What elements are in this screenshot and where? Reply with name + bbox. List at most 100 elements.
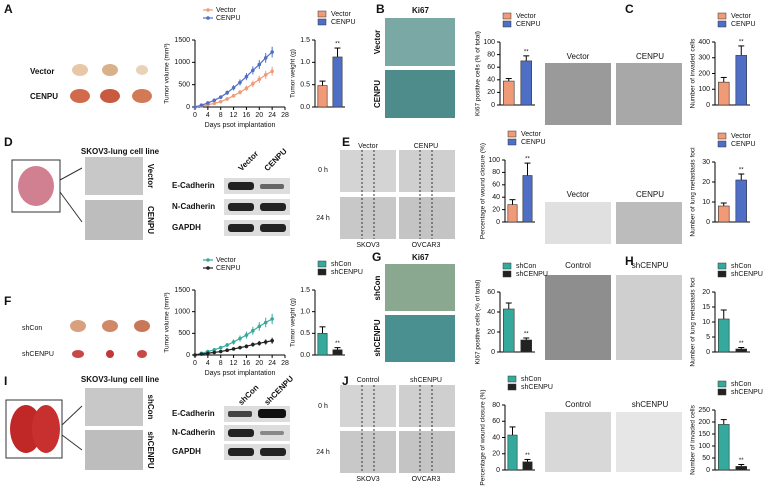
y-tick-label: 0.0 [300, 104, 310, 111]
y-tick-label: 1.0 [300, 59, 310, 66]
y-tick-label: 40 [487, 77, 495, 84]
col-label: Control [357, 377, 380, 384]
data-point [212, 98, 217, 103]
cell-image [85, 157, 143, 195]
metastasis-image [545, 202, 611, 244]
y-axis-label: Tumor weight (g) [290, 298, 297, 347]
blot-col-label: shCon [237, 383, 261, 407]
legend-label: shCon [516, 263, 536, 270]
legend-label: shCon [731, 381, 751, 388]
tumor-photo [70, 320, 150, 358]
col-label: CENPU [414, 143, 439, 150]
bar [735, 179, 747, 223]
y-tick-label: 60 [492, 182, 500, 189]
row-label: Vector [146, 164, 155, 188]
legend-swatch [717, 388, 727, 396]
x-tick-label: 28 [281, 112, 289, 119]
y-tick-label: 40 [487, 309, 495, 316]
bar [507, 204, 518, 223]
y-tick-label: 1000 [174, 59, 190, 66]
bar [332, 349, 343, 356]
y-tick-label: 0 [496, 219, 500, 226]
col-label: Vector [567, 190, 590, 199]
y-tick-label: 20 [702, 179, 710, 186]
data-point [231, 85, 236, 90]
x-tick-label: 16 [243, 112, 251, 119]
blot-row-label: E-Cadherin [172, 409, 215, 418]
panel-title: SKOV3-lung cell line [81, 375, 160, 384]
data-point [218, 345, 223, 350]
tumor-photo [70, 64, 152, 103]
panel-letter: E [342, 135, 350, 149]
significance: ** [335, 42, 340, 48]
panel-letter: J [342, 374, 349, 388]
y-tick-label: 20 [487, 329, 495, 336]
data-point [231, 340, 236, 344]
legend-label: CENPU [521, 139, 546, 146]
data-point [251, 328, 255, 333]
y-tick-label: 1.5 [300, 287, 310, 294]
legend-swatch [206, 16, 210, 20]
y-tick-label: 1.0 [300, 309, 310, 316]
bar [718, 318, 730, 353]
data-point [225, 97, 229, 101]
data-point [193, 105, 197, 109]
panel-letter: D [4, 135, 13, 149]
significance: ** [739, 341, 744, 347]
blot-row-label: N-Cadherin [172, 202, 215, 211]
y-tick-label: 0.5 [300, 330, 310, 337]
y-tick-label: 20 [492, 451, 500, 458]
y-tick-label: 100 [698, 443, 710, 450]
legend-label: shCon [331, 261, 351, 268]
significance: ** [524, 332, 529, 338]
bar [522, 175, 533, 223]
data-point [244, 333, 249, 337]
data-point [206, 351, 210, 356]
blot-row-label: GAPDH [172, 447, 201, 456]
legend-swatch [507, 375, 517, 383]
x-tick-label: 24 [268, 360, 276, 367]
y-tick-label: 40 [492, 434, 500, 441]
y-tick-label: 300 [698, 55, 710, 62]
legend-swatch [317, 10, 327, 18]
legend-label: Vector [731, 13, 752, 20]
ihc-image [385, 315, 455, 362]
panel-letter: C [625, 2, 634, 16]
y-tick-label: 40 [492, 194, 500, 201]
significance: ** [525, 453, 530, 459]
arrow [61, 405, 83, 426]
panel-title: SKOV3-lung cell line [81, 147, 160, 156]
legend-label: Vector [216, 257, 237, 264]
col-label: Control [565, 400, 591, 409]
y-tick-label: 60 [487, 64, 495, 71]
y-tick-label: 50 [702, 455, 710, 462]
bar [503, 308, 515, 353]
row-label: CENPU [373, 80, 382, 108]
y-tick-label: 0 [706, 219, 710, 226]
y-tick-label: 20 [702, 289, 710, 296]
legend-label: Vector [521, 131, 542, 138]
y-tick-label: 60 [487, 289, 495, 296]
legend-swatch [717, 132, 727, 140]
col-label: Vector [358, 143, 379, 150]
blot-col-label: Vector [237, 149, 261, 173]
significance: ** [739, 168, 744, 174]
blot-row-label: E-Cadherin [172, 181, 215, 190]
x-tick-label: 12 [230, 360, 238, 367]
ihc-image [385, 264, 455, 311]
bar [503, 80, 515, 106]
invasion-image [545, 275, 611, 360]
data-point [257, 341, 262, 346]
y-tick-label: 400 [698, 39, 710, 46]
cell-line-label: OVCAR3 [412, 242, 441, 249]
data-point [212, 101, 217, 106]
invasion-image [545, 63, 611, 125]
data-point [263, 56, 268, 60]
panel-letter: A [4, 2, 13, 16]
legend-swatch [717, 262, 727, 270]
y-tick-label: 0 [706, 467, 710, 474]
bar [735, 466, 747, 471]
data-point [231, 347, 236, 351]
legend-label: Vector [216, 7, 237, 14]
